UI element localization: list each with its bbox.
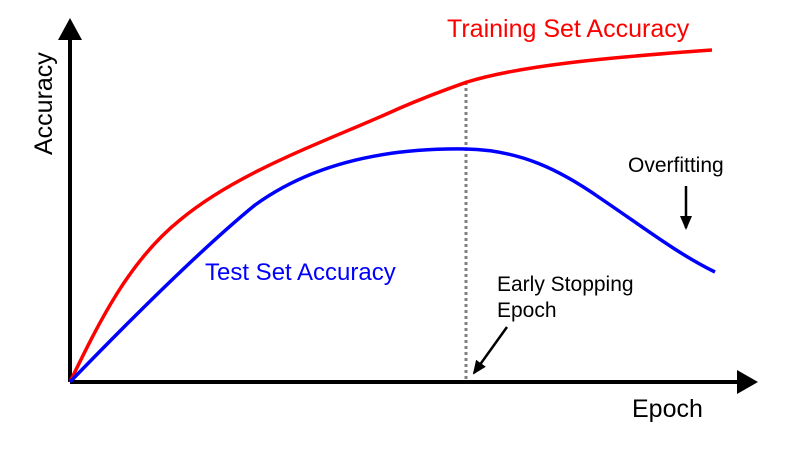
early-stopping-label-line2: Epoch — [497, 299, 557, 322]
x-axis-label: Epoch — [632, 395, 703, 423]
y-axis-label: Accuracy — [30, 52, 58, 155]
early-stopping-label-line1: Early Stopping — [497, 273, 634, 296]
test-accuracy-curve — [68, 147, 716, 384]
training-curve-label: Training Set Accuracy — [447, 15, 690, 43]
early-stopping-arrow-icon — [472, 326, 509, 375]
training-accuracy-curve — [68, 48, 713, 383]
y-axis-arrowhead — [58, 18, 82, 40]
overfitting-label: Overfitting — [628, 154, 724, 177]
x-axis-arrowhead — [737, 370, 758, 394]
test-curve-label: Test Set Accuracy — [205, 259, 396, 286]
